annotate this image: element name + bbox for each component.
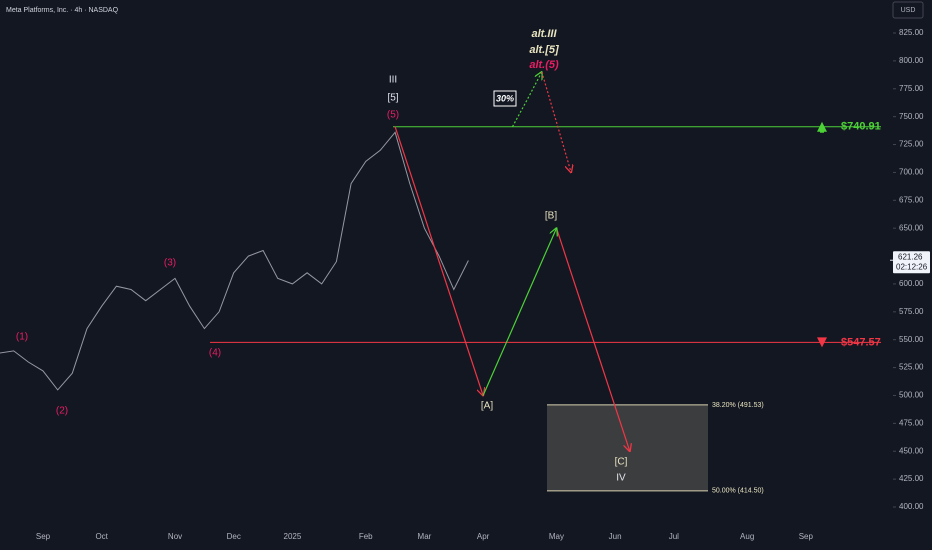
wave-label: [A]: [481, 401, 493, 412]
y-tick-label: 500.00: [899, 391, 924, 400]
x-tick-label: Sep: [799, 532, 814, 541]
wave-label: IV: [616, 473, 626, 484]
y-tick-label: 725.00: [899, 140, 924, 149]
x-tick-label: 2025: [284, 532, 302, 541]
wave-label: alt.[5]: [529, 44, 559, 56]
last-price-tag: [893, 251, 930, 274]
x-tick-label: Sep: [36, 532, 51, 541]
wave-label: (5): [387, 110, 399, 121]
fib-label: 50.00% (414.50): [712, 488, 764, 495]
y-tick-label: 675.00: [899, 195, 924, 204]
level-label: $547.57: [841, 336, 881, 348]
wave-label: [5]: [387, 93, 398, 104]
countdown: 02:12:26: [896, 262, 928, 271]
level-label: $740.91: [841, 121, 881, 133]
chart-title: Meta Platforms, Inc. · 4h · NASDAQ: [6, 7, 119, 14]
wave-label: (3): [164, 258, 176, 269]
wave-label: alt.(5): [529, 59, 559, 71]
wave-label: alt.III: [531, 28, 557, 40]
currency: USD: [901, 7, 916, 14]
x-tick-label: Oct: [95, 532, 108, 541]
wave-label: (2): [56, 406, 68, 417]
fib-zone: [547, 404, 708, 491]
y-tick-label: 400.00: [899, 502, 924, 511]
y-tick-label: 575.00: [899, 307, 924, 316]
x-tick-label: Aug: [740, 532, 754, 541]
x-tick-label: Jun: [609, 532, 622, 541]
x-tick-label: May: [549, 532, 564, 541]
wave-label: (1): [16, 332, 28, 343]
fib-label: 38.20% (491.53): [712, 402, 764, 409]
wave-label: (4): [209, 348, 221, 359]
x-tick-label: Feb: [359, 532, 373, 541]
y-tick-label: 800.00: [899, 56, 924, 65]
y-tick-label: 700.00: [899, 168, 924, 177]
wave-label: [C]: [615, 457, 628, 468]
level-arrow: [817, 337, 827, 348]
probability-box: [493, 90, 517, 107]
x-tick-label: Dec: [227, 532, 241, 541]
projection-line: [482, 228, 556, 396]
wave-label: [B]: [545, 211, 557, 222]
y-tick-label: 425.00: [899, 474, 924, 483]
currency-box: [892, 1, 924, 19]
y-tick-label: 450.00: [899, 446, 924, 455]
x-tick-label: Nov: [168, 532, 182, 541]
y-tick-label: 825.00: [899, 28, 924, 37]
y-tick-label: 525.00: [899, 363, 924, 372]
projection-line: [541, 71, 571, 172]
x-tick-label: Jul: [669, 532, 679, 541]
projection-line: [555, 228, 630, 451]
x-tick-label: Mar: [418, 532, 432, 541]
price-line: [0, 131, 469, 391]
x-tick-label: Apr: [477, 532, 490, 541]
y-tick-label: 475.00: [899, 418, 924, 427]
y-tick-label: 600.00: [899, 279, 924, 288]
probability: 30%: [496, 93, 514, 103]
y-tick-label: 750.00: [899, 112, 924, 121]
level-arrow: [817, 121, 827, 133]
y-tick-label: 650.00: [899, 223, 924, 232]
wave-label: III: [389, 75, 397, 86]
y-tick-label: 550.00: [899, 335, 924, 344]
y-tick-label: 775.00: [899, 84, 924, 93]
projection-line: [394, 126, 483, 396]
last-price: 621.26: [898, 252, 923, 261]
